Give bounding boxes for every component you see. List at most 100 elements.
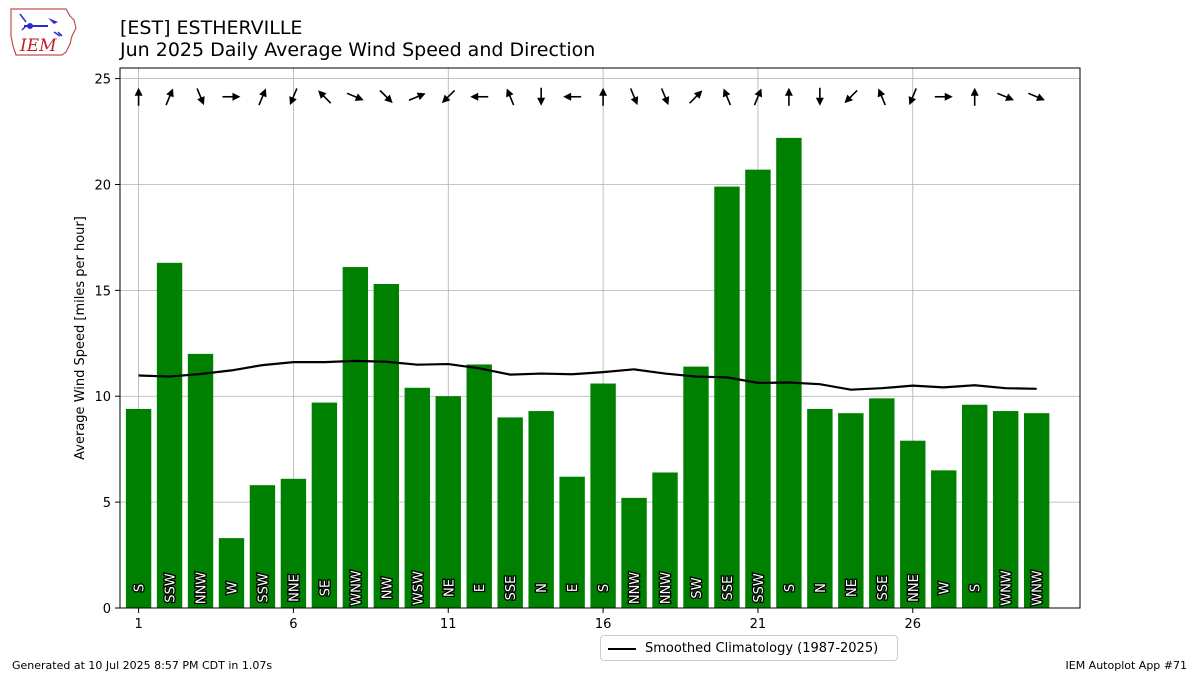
wind-direction-arrow — [689, 90, 703, 104]
x-tick-label: 11 — [440, 617, 457, 632]
wind-bar — [931, 470, 957, 608]
chart-legend: Smoothed Climatology (1987-2025) — [600, 635, 898, 661]
chart-title-station: [EST] ESTHERVILLE — [120, 17, 303, 39]
wind-bar — [466, 364, 492, 608]
direction-label: SSE — [876, 576, 891, 601]
x-tick-label: 16 — [595, 617, 612, 632]
wind-bar — [373, 284, 400, 608]
wind-bar — [528, 411, 554, 608]
direction-label: SSW — [256, 573, 271, 603]
wind-direction-arrow — [599, 87, 608, 106]
legend-label: Smoothed Climatology (1987-2025) — [645, 641, 879, 656]
y-tick-label: 5 — [103, 496, 111, 511]
direction-label: S — [969, 584, 984, 592]
direction-label: NNE — [287, 574, 302, 602]
wind-bar — [590, 383, 616, 608]
legend-line-swatch — [608, 648, 636, 650]
footer-app-id: IEM Autoplot App #71 — [1065, 659, 1188, 672]
wind-direction-arrow — [441, 89, 456, 104]
direction-label: W — [225, 581, 240, 594]
plot-frame — [119, 67, 1081, 609]
wind-direction-arrow — [134, 87, 143, 106]
wind-bar — [280, 478, 307, 608]
y-tick-label: 25 — [94, 73, 111, 88]
wind-direction-arrow — [196, 88, 205, 106]
wind-direction-arrow — [165, 88, 174, 106]
direction-label: W — [938, 581, 953, 594]
wind-direction-arrow — [258, 88, 267, 106]
direction-label: WNW — [1031, 570, 1046, 606]
wind-bar — [125, 408, 152, 608]
wind-bar — [900, 440, 926, 608]
wind-direction-arrow — [722, 88, 732, 106]
x-tick-label: 26 — [905, 617, 922, 632]
direction-label: WSW — [411, 571, 426, 605]
wind-bar — [992, 411, 1019, 608]
direction-label: E — [473, 584, 488, 592]
wind-direction-arrow — [1028, 92, 1045, 101]
iowa-map-icon: IEM — [10, 8, 77, 56]
direction-label: SSW — [164, 573, 179, 603]
wind-bar — [714, 186, 740, 608]
wind-direction-arrow — [506, 88, 515, 106]
wind-bar — [497, 417, 523, 608]
wind-direction-arrow — [660, 88, 670, 106]
x-tick-label: 1 — [134, 617, 142, 632]
wind-bar — [156, 262, 183, 608]
direction-label: SSE — [721, 576, 736, 601]
wind-direction-arrow — [997, 92, 1014, 101]
direction-label: NE — [845, 579, 860, 597]
wind-direction-arrow — [537, 87, 546, 106]
wind-direction-arrow — [318, 90, 332, 104]
direction-label: NNE — [907, 574, 922, 602]
wind-direction-arrow — [815, 87, 824, 106]
y-tick-label: 15 — [94, 284, 111, 299]
x-tick-label: 21 — [750, 617, 767, 632]
direction-label: WNW — [1000, 570, 1015, 606]
direction-label: SSW — [752, 573, 767, 603]
wind-direction-arrow — [784, 87, 793, 106]
wind-direction-arrow — [289, 88, 298, 106]
direction-label: S — [783, 584, 798, 592]
direction-label: NNW — [195, 572, 210, 604]
wind-bar — [776, 137, 802, 608]
y-tick-label: 0 — [103, 602, 111, 617]
wind-bar — [559, 476, 585, 608]
direction-label: NNW — [628, 572, 643, 604]
direction-label: S — [133, 584, 148, 592]
wind-direction-arrow — [563, 92, 582, 101]
wind-bar — [1023, 413, 1050, 608]
wind-bar — [342, 267, 369, 608]
wind-bar — [683, 366, 709, 608]
direction-label: SE — [318, 580, 333, 596]
wind-direction-arrow — [970, 87, 979, 106]
direction-label: WNW — [349, 570, 364, 606]
wind-bar — [218, 538, 245, 608]
wind-bar — [962, 404, 988, 608]
wind-bar — [745, 169, 771, 608]
direction-label: SW — [690, 577, 705, 598]
direction-label: NW — [380, 577, 395, 600]
wind-bar — [869, 398, 895, 608]
y-axis-label: Average Wind Speed [miles per hour] — [73, 216, 88, 460]
wind-bar — [249, 485, 276, 608]
wind-direction-arrow — [753, 88, 763, 106]
chart-title-period: Jun 2025 Daily Average Wind Speed and Di… — [120, 39, 596, 61]
wind-bar — [807, 408, 833, 608]
wind-bar — [404, 387, 430, 608]
wind-direction-arrow — [346, 92, 364, 101]
x-tick-label: 6 — [289, 617, 297, 632]
wind-direction-arrow — [408, 92, 426, 101]
wind-direction-arrow — [222, 92, 241, 101]
y-tick-label: 20 — [94, 178, 111, 193]
direction-label: NNW — [659, 572, 674, 604]
direction-label: N — [814, 583, 829, 593]
direction-label: NE — [442, 579, 457, 597]
wind-direction-arrow — [629, 88, 639, 106]
wind-bar — [187, 353, 214, 608]
wind-bar — [621, 497, 647, 608]
wind-direction-arrow — [844, 89, 858, 104]
footer-generated: Generated at 10 Jul 2025 8:57 PM CDT in … — [12, 659, 273, 672]
direction-label: SSE — [504, 576, 519, 601]
